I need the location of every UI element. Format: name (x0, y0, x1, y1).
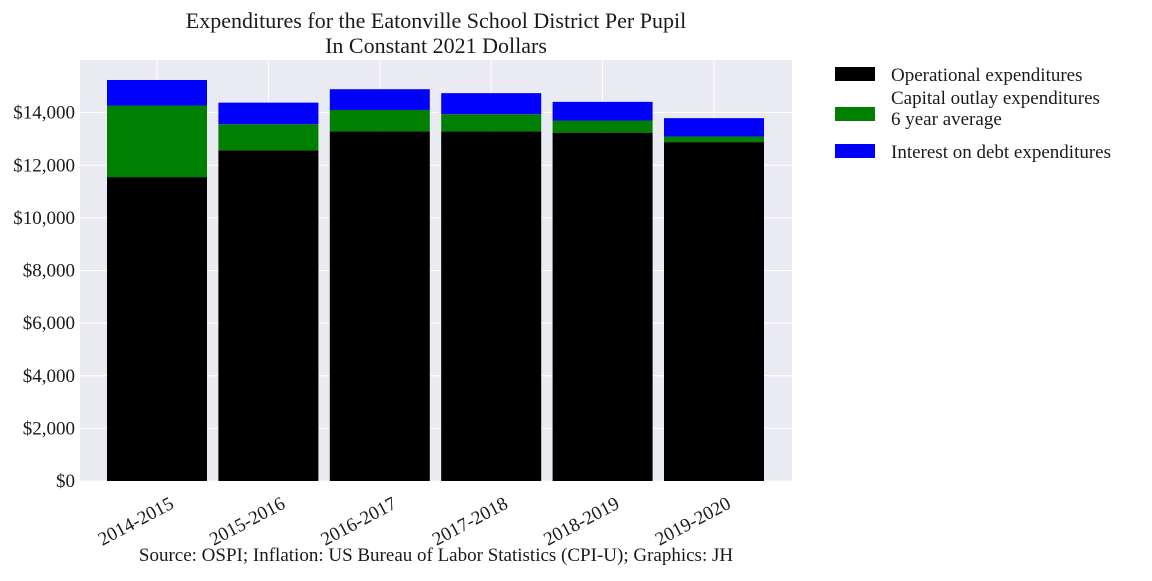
x-tick-label: 2014-2015 (95, 493, 178, 550)
legend-swatch-1 (835, 107, 875, 121)
bar-2018-2019-series-2 (552, 101, 653, 121)
bar-2019-2020-series-1 (664, 136, 764, 143)
y-tick-label: $12,000 (13, 155, 75, 176)
bar-2017-2018-series-1 (441, 114, 542, 132)
bar-2018-2019-series-1 (552, 120, 653, 133)
chart-title: Expenditures for the Eatonville School D… (186, 8, 686, 33)
bar-2016-2017-series-0 (329, 131, 430, 481)
x-tick-label: 2019-2020 (652, 493, 735, 550)
chart-footer: Source: OSPI; Inflation: US Bureau of La… (139, 545, 733, 566)
y-tick-label: $14,000 (13, 103, 75, 124)
bar-2019-2020-series-2 (664, 118, 764, 137)
x-tick-label: 2018-2019 (540, 493, 623, 550)
bar-2014-2015-series-0 (107, 177, 207, 481)
bar-2019-2020-series-0 (664, 142, 764, 481)
bar-2017-2018-series-2 (441, 93, 542, 115)
x-tick-label: 2016-2017 (318, 493, 401, 550)
legend-label-1: 6 year average (891, 109, 1002, 130)
y-axis-tick-labels: $0 $2,000 $4,000 $6,000 $8,000 $10,000 $12,000… (13, 103, 75, 492)
chart-subtitle: In Constant 2021 Dollars (325, 33, 547, 58)
legend-label-0: Operational expenditures (891, 65, 1083, 86)
bars (107, 79, 764, 481)
bar-2016-2017-series-1 (329, 109, 430, 132)
bar-2017-2018-series-0 (441, 131, 542, 481)
y-tick-label: $4,000 (23, 366, 75, 387)
x-axis-tick-labels: 2014-2015 2015-2016 2016-2017 2017-2018 2018… (95, 493, 735, 550)
bar-2015-2016-series-1 (218, 124, 319, 151)
bar-2015-2016-series-2 (218, 102, 319, 125)
bar-2014-2015-series-2 (107, 79, 207, 106)
x-tick-label: 2015-2016 (206, 493, 289, 550)
x-tick-label: 2017-2018 (429, 493, 512, 550)
legend-swatch-0 (835, 67, 875, 81)
bar-2014-2015-series-1 (107, 105, 207, 178)
y-tick-label: $6,000 (23, 313, 75, 334)
y-tick-label: $2,000 (23, 418, 75, 439)
legend-label-1: Capital outlay expenditures (891, 88, 1100, 109)
bar-2015-2016-series-0 (218, 150, 319, 481)
legend-swatch-2 (835, 144, 875, 158)
bar-2018-2019-series-0 (552, 132, 653, 481)
legend-label-2: Interest on debt expenditures (891, 142, 1111, 163)
y-tick-label: $0 (56, 471, 75, 492)
y-tick-label: $8,000 (23, 261, 75, 282)
y-tick-label: $10,000 (13, 208, 75, 229)
bar-2016-2017-series-2 (329, 89, 430, 110)
